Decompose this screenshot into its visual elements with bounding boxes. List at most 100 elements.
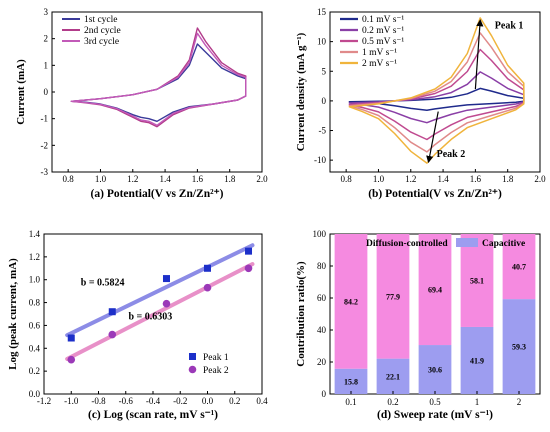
fit-line <box>65 243 255 338</box>
panel-d: 0 20 40 60 80 100 Contribution ratio(%) (d) Swe… <box>295 229 541 421</box>
legend-marker <box>188 365 197 374</box>
annotation-peak-2: Peak 2 <box>437 149 466 160</box>
x-tick-label: 1.0 <box>95 174 107 184</box>
x-tick-label: 0.4 <box>256 396 268 406</box>
x-tick-label: 0.2 <box>229 396 240 406</box>
cv-curve <box>348 87 525 111</box>
x-tick-label: -0.2 <box>173 396 187 406</box>
cv-curve <box>70 32 247 126</box>
legend-label: 0.5 mV s⁻¹ <box>362 37 404 47</box>
data-point <box>67 355 76 364</box>
bar-value-label: 41.9 <box>470 356 484 365</box>
y-tick-label: 1.2 <box>29 252 40 262</box>
y-tick-label: -3 <box>41 167 49 177</box>
annotation-slope: b = 0.5824 <box>81 277 125 288</box>
y-tick-label: 0 <box>44 87 49 97</box>
x-tick-label: 0.1 <box>345 397 356 407</box>
bar-capacitive <box>376 358 410 394</box>
data-point <box>162 275 170 283</box>
panel-c: -1.2 -1.0 -0.8 -0.6 -0.4 -0.2 0.0 0.2 0.4 0.0 0.2 0… <box>7 229 268 421</box>
legend-label: Capacitive <box>482 239 525 249</box>
y-tick-label: 1.4 <box>29 229 41 239</box>
x-tick-label: -0.8 <box>91 396 106 406</box>
x-tick-label: 0.0 <box>202 396 214 406</box>
bar-diffusion <box>502 234 536 300</box>
panel-caption: (c) Log (scan rate, mV s⁻¹) <box>88 409 218 421</box>
y-axis-label: Contribution ratio(%) <box>295 261 307 367</box>
y-tick-label: 60 <box>317 293 327 303</box>
legend-label: Peak 1 <box>203 353 229 363</box>
cv-curve <box>348 71 525 124</box>
legend-label: Peak 2 <box>203 366 229 376</box>
panel-caption: (b) Potential(V vs Zn/Zn²⁺) <box>368 188 502 200</box>
x-tick-label: -1.2 <box>37 396 51 406</box>
plot-frame <box>51 11 263 173</box>
y-tick-label: 10 <box>317 37 327 47</box>
x-tick-label: -1.0 <box>64 396 79 406</box>
data-point <box>203 283 212 292</box>
y-tick-label: 0.2 <box>29 366 40 376</box>
plot-frame <box>329 11 541 173</box>
data-point <box>162 299 171 308</box>
y-tick-label: -5 <box>319 126 327 136</box>
y-tick-label: 15 <box>317 7 327 17</box>
x-tick-label: 0.2 <box>387 397 398 407</box>
bar-value-label: 69.4 <box>428 286 442 295</box>
x-tick-label: 2 <box>517 397 522 407</box>
panel-caption: (a) Potential(V vs Zn/Zn²⁺) <box>91 188 224 200</box>
legend-label: 1st cycle <box>84 15 118 25</box>
x-tick-label: 1.4 <box>437 174 449 184</box>
x-tick-label: 1.8 <box>224 174 236 184</box>
bar-capacitive <box>418 345 452 394</box>
panel-a: 0.8 1.0 1.2 1.4 1.6 1.8 2.0 -3 -2 -1 0 1 2 3 Current (… <box>15 7 268 200</box>
x-tick-label: -0.4 <box>146 396 161 406</box>
y-tick-label: 20 <box>317 357 327 367</box>
x-tick-label: 1.4 <box>159 174 171 184</box>
peak-1-arrow <box>474 19 484 90</box>
y-tick-label: 0 <box>322 96 327 106</box>
legend-marker <box>189 353 196 360</box>
y-tick-label: 0.6 <box>29 320 41 330</box>
y-tick-label: 100 <box>313 229 327 239</box>
bar-capacitive <box>502 299 536 394</box>
data-point <box>244 264 253 273</box>
y-axis-label: Log (peak current, mA) <box>7 258 19 370</box>
y-tick-label: -2 <box>41 140 49 150</box>
y-tick-label: 0.8 <box>29 298 41 308</box>
y-tick-label: 0.4 <box>29 343 41 353</box>
cv-curve <box>348 32 525 153</box>
x-tick-label: 1.2 <box>405 174 416 184</box>
fit-line <box>65 262 255 361</box>
y-tick-label: -10 <box>314 155 326 165</box>
x-tick-label: 0.8 <box>63 174 75 184</box>
y-axis-label: Current (mA) <box>15 59 27 125</box>
data-point <box>245 247 253 255</box>
legend-label: 3rd cycle <box>84 37 119 47</box>
peak-2-arrow <box>426 111 439 164</box>
bar-capacitive <box>334 368 368 394</box>
legend-swatch <box>456 238 478 247</box>
bar-diffusion <box>418 234 452 346</box>
x-tick-label: 1.6 <box>192 174 204 184</box>
y-tick-label: 0.0 <box>29 389 41 399</box>
legend-label: 0.1 mV s⁻¹ <box>362 15 404 25</box>
bar-value-label: 84.2 <box>344 297 358 306</box>
data-point <box>67 334 75 342</box>
bar-value-label: 22.1 <box>386 372 400 381</box>
y-tick-label: 1 <box>44 60 49 70</box>
y-tick-label: 0 <box>322 389 327 399</box>
annotation-slope: b = 0.6303 <box>128 312 172 323</box>
legend-label: Diffusion-controlled <box>366 239 448 249</box>
legend-label: 0.2 mV s⁻¹ <box>362 26 404 36</box>
legend-label: 2 mV s⁻¹ <box>362 59 397 69</box>
data-point <box>204 264 211 272</box>
x-tick-label: 1 <box>475 397 480 407</box>
bar-value-label: 40.7 <box>512 263 526 272</box>
bar-capacitive <box>460 326 494 394</box>
panel-caption: (d) Sweep rate (mV s⁻¹) <box>377 409 493 421</box>
x-tick-label: 1.8 <box>502 174 514 184</box>
x-tick-label: 0.5 <box>429 397 441 407</box>
bar-value-label: 77.9 <box>386 292 400 301</box>
x-tick-label: 1.2 <box>127 174 138 184</box>
